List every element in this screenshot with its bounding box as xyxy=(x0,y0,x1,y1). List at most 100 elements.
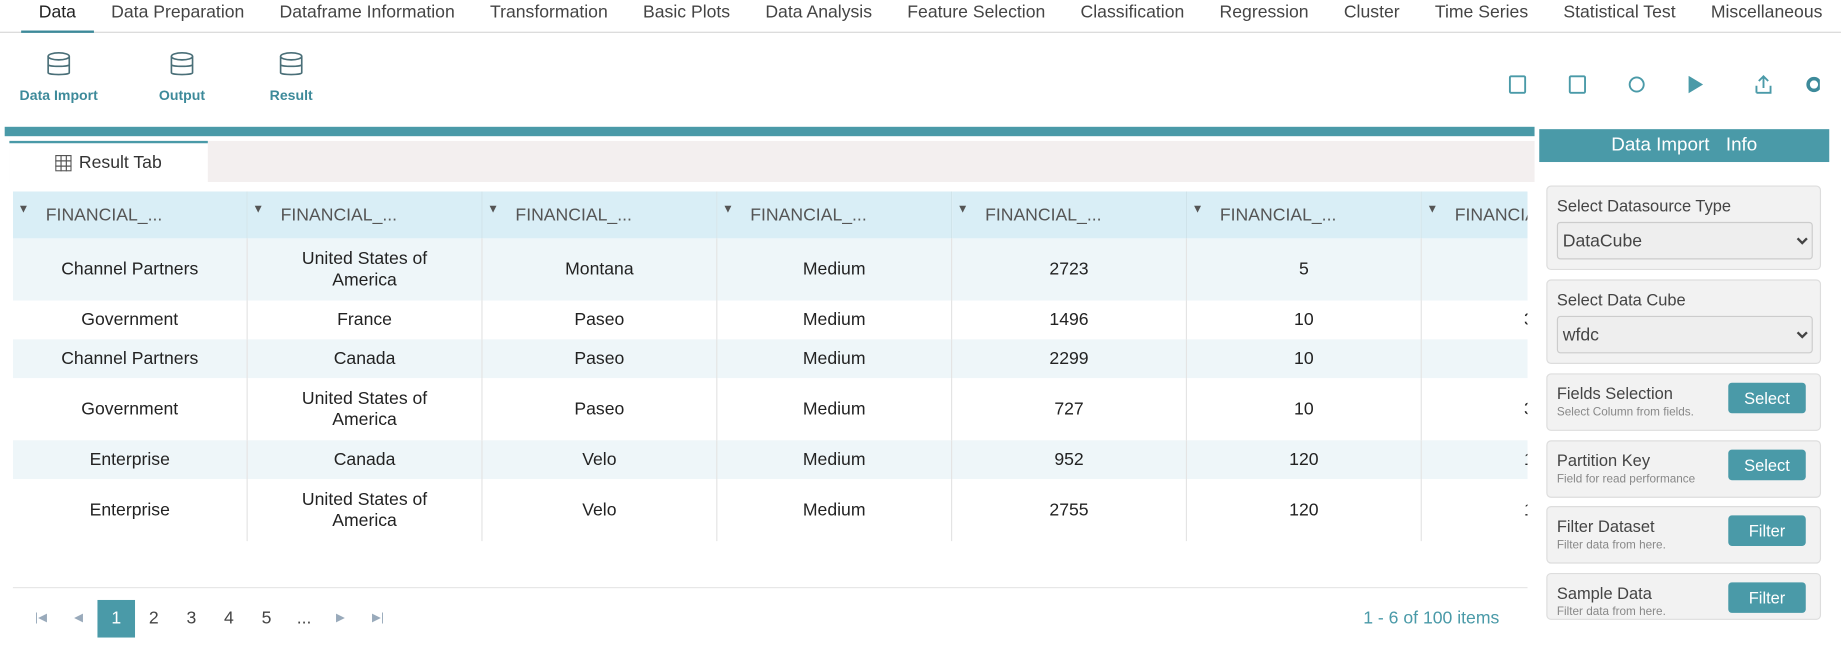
table-cell: 350 xyxy=(1421,300,1528,340)
splitter xyxy=(4,126,1535,137)
table-cell: Canada xyxy=(247,440,483,480)
menu-tab[interactable]: Regression xyxy=(1219,2,1309,23)
filter-icon[interactable]: ▼ xyxy=(487,203,499,217)
card-button[interactable]: Filter xyxy=(1728,581,1806,613)
table-cell: Enterprise xyxy=(12,479,248,542)
table-cell: 12 xyxy=(1421,238,1528,301)
table-cell: Medium xyxy=(716,479,953,542)
menu-tab[interactable]: Dataframe Information xyxy=(279,2,455,23)
header-label: FINANCIAL_... xyxy=(1454,204,1528,225)
option-card: Partition Key Field for read performance S… xyxy=(1546,439,1822,498)
column-header[interactable]: ▼ FINANCIAL_... xyxy=(481,191,718,239)
export-icon[interactable] xyxy=(1755,74,1772,94)
side-header: Data Import Info xyxy=(1539,129,1830,163)
option-card: Sample Data Filter data from here. Filter xyxy=(1546,572,1822,620)
toolbar-label: Data Import xyxy=(19,86,98,104)
menu-tab[interactable]: Transformation xyxy=(489,2,608,23)
card-button[interactable]: Select xyxy=(1728,449,1806,480)
filter-icon[interactable]: ▼ xyxy=(17,203,30,217)
filter-icon[interactable]: ▼ xyxy=(1426,203,1439,217)
header-label: FINANCIAL_... xyxy=(750,204,867,225)
column-header[interactable]: ▼ FINANCIAL_... xyxy=(247,191,483,239)
page-number[interactable]: 3 xyxy=(186,608,197,629)
table-cell: Medium xyxy=(716,440,953,480)
menu-tab[interactable]: Statistical Test xyxy=(1563,2,1676,23)
table-row: Channel Partners United States of America… xyxy=(12,238,1528,301)
last-page[interactable]: ▶| xyxy=(372,611,385,625)
cube-select[interactable]: wfdc xyxy=(1556,315,1813,354)
table-cell: Paseo xyxy=(481,378,718,441)
filter-icon[interactable]: ▼ xyxy=(956,203,969,217)
header-label: FINANCIAL_... xyxy=(280,204,398,225)
table-cell: France xyxy=(247,300,483,340)
menu-tab[interactable]: Feature Selection xyxy=(907,2,1046,23)
toolbar-button[interactable]: Data Import xyxy=(6,49,112,103)
column-header[interactable]: ▼ FINANCIAL_... xyxy=(1421,191,1528,239)
next-page[interactable]: ▶ xyxy=(335,611,346,625)
grid-icon xyxy=(55,154,72,171)
table-row: GovernmentFrancePaseoMedium1496103505236… xyxy=(12,300,1528,340)
table-cell: Canada xyxy=(247,339,483,379)
page-number[interactable]: ... xyxy=(296,608,312,629)
table-cell: United States of America xyxy=(247,479,483,542)
table: ▼ FINANCIAL_... ▼ FINANCIAL_... ▼ FINANCIAL_.… xyxy=(12,191,1528,542)
table-row: Enterprise United States of America Velo Me… xyxy=(12,479,1528,542)
column-header[interactable]: ▼ FINANCIAL_... xyxy=(951,191,1188,239)
table-cell: 125 xyxy=(1421,479,1528,542)
column-header[interactable]: ▼ FINANCIAL_... xyxy=(716,191,953,239)
save-icon[interactable] xyxy=(1508,75,1527,94)
toolbar-label: Output xyxy=(158,86,206,104)
header-label: FINANCIAL_... xyxy=(1219,204,1337,225)
card-button[interactable]: Filter xyxy=(1728,515,1806,546)
table-cell: Government xyxy=(12,300,248,340)
first-page[interactable]: |◀ xyxy=(35,611,48,625)
card-sub: Field for read performance xyxy=(1556,472,1696,486)
page-number[interactable]: 2 xyxy=(148,608,159,629)
column-header[interactable]: ▼ FINANCIAL_... xyxy=(1186,191,1422,239)
header-label: FINANCIAL_... xyxy=(45,204,163,225)
menu-tab[interactable]: Cluster xyxy=(1343,2,1400,23)
result-tab[interactable]: Result Tab xyxy=(9,140,208,182)
table-cell: 10 xyxy=(1186,339,1422,379)
card-button[interactable]: Select xyxy=(1728,382,1806,414)
toolbar-button[interactable]: Output xyxy=(129,49,235,103)
menu-tab[interactable]: Time Series xyxy=(1434,2,1529,23)
data-grid: ▼ FINANCIAL_... ▼ FINANCIAL_... ▼ FINANCIAL_.… xyxy=(12,191,1528,542)
save-as-icon[interactable] xyxy=(1568,75,1586,94)
filter-icon[interactable]: ▼ xyxy=(252,203,265,217)
table-cell: 1496 xyxy=(951,300,1188,340)
menu-tab[interactable]: Classification xyxy=(1080,2,1185,23)
page-number[interactable]: 1 xyxy=(97,599,136,638)
run-icon[interactable] xyxy=(1688,75,1704,94)
prev-page[interactable]: ◀ xyxy=(74,611,84,625)
settings-icon[interactable] xyxy=(1806,76,1820,93)
menu-tab[interactable]: Data xyxy=(21,0,94,33)
datasource-select[interactable]: DataCube xyxy=(1556,221,1813,260)
page-number[interactable]: 4 xyxy=(224,608,234,629)
table-cell: Montana xyxy=(481,238,718,301)
db-icon xyxy=(279,52,303,76)
card-label: Sample Data xyxy=(1556,582,1652,602)
table-row: Channel PartnersCanadaPaseoMedium2299101… xyxy=(12,339,1528,379)
table-cell: 2723 xyxy=(951,238,1188,301)
menu-tab[interactable]: Data Analysis xyxy=(765,2,873,23)
refresh-icon[interactable] xyxy=(1628,76,1645,93)
table-cell: 2755 xyxy=(951,479,1188,542)
menu-tab[interactable]: Data Preparation xyxy=(111,2,245,23)
side-panel: Data Import Info Select Datasource Type … xyxy=(1539,129,1830,647)
info-link[interactable]: Info xyxy=(1725,135,1758,155)
menu-tab[interactable]: Miscellaneous xyxy=(1710,2,1823,23)
header-label: FINANCIAL_... xyxy=(515,204,632,225)
table-cell: Paseo xyxy=(481,300,718,340)
card-sub: Filter data from here. xyxy=(1556,605,1666,619)
page-number[interactable]: 5 xyxy=(261,608,272,629)
column-header[interactable]: ▼ FINANCIAL_... xyxy=(12,191,248,239)
side-title: Data Import xyxy=(1611,135,1710,155)
pager-info: 1 - 6 of 100 items xyxy=(1363,608,1500,629)
menu-tab[interactable]: Basic Plots xyxy=(642,2,731,23)
filter-icon[interactable]: ▼ xyxy=(722,203,734,217)
filter-icon[interactable]: ▼ xyxy=(1191,203,1204,217)
option-card: Fields Selection Select Column from field… xyxy=(1546,373,1822,431)
table-cell: 10 xyxy=(1186,378,1422,441)
toolbar-button[interactable]: Result xyxy=(238,49,344,103)
